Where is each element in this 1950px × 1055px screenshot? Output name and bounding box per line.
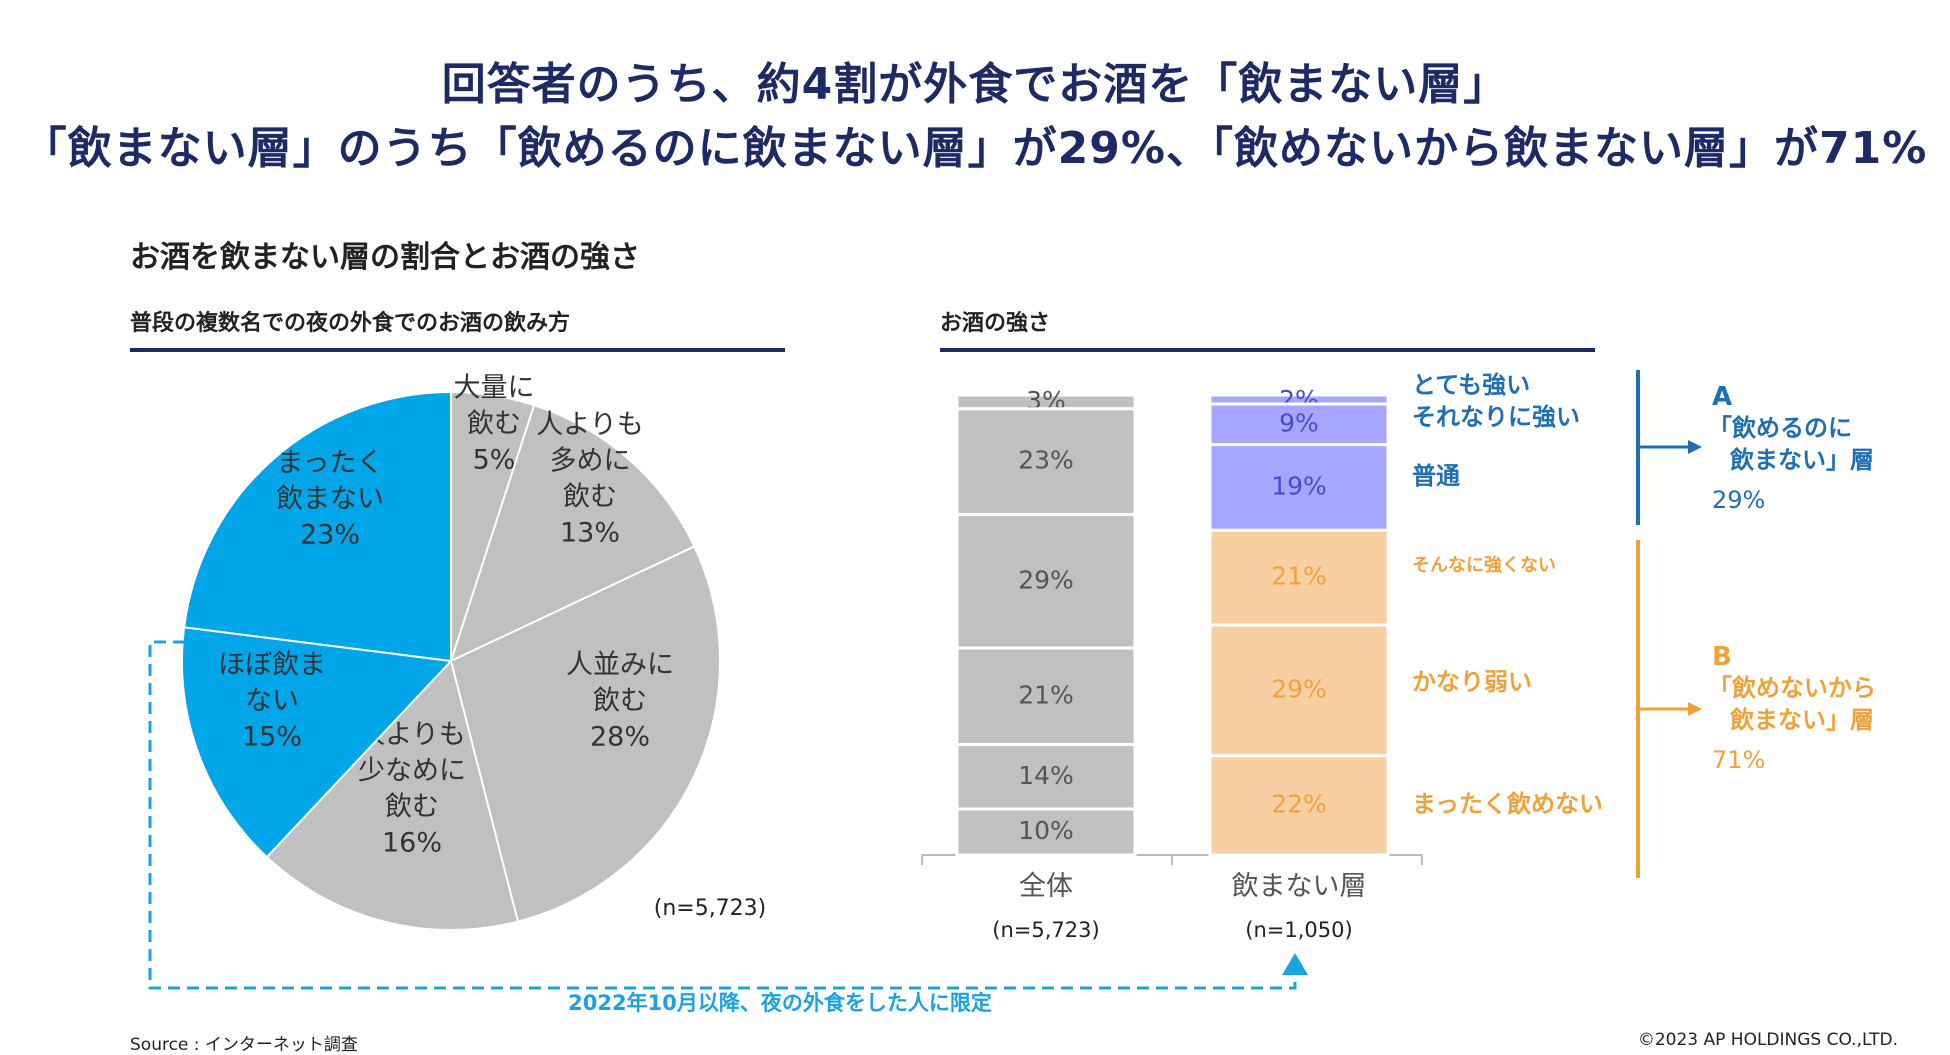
legend-label: 普通	[1412, 462, 1460, 490]
bar-value-label: 9%	[1279, 408, 1319, 437]
pie-slice-label: まったく	[277, 448, 384, 479]
legend-label: とても強い	[1412, 371, 1530, 399]
limited-note: 2022年10月以降、夜の外食をした人に限定	[568, 991, 992, 1015]
bar-value-label: 29%	[1018, 565, 1074, 594]
bar-n-label: (n=1,050)	[1245, 918, 1352, 942]
group-b-letter: B	[1712, 642, 1732, 672]
pie-n-label: (n=5,723)	[654, 896, 767, 921]
legend-label: まったく飲めない	[1412, 790, 1603, 818]
group-b-line2: 飲まない」層	[1729, 706, 1874, 734]
bar-value-label: 14%	[1018, 761, 1074, 790]
stacked-bar-chart: 3%23%29%21%14%10%全体(n=5,723)2%9%19%21%29…	[921, 371, 1603, 942]
group-a-arrow-icon	[1688, 440, 1702, 454]
pie-slice	[183, 390, 452, 663]
pie-subtitle: 普段の複数名での夜の外食でのお酒の飲み方	[130, 311, 571, 336]
bar-category-label: 飲まない層	[1232, 871, 1367, 902]
pie-slice-value-label: 16%	[382, 828, 442, 859]
bar-subtitle-rule	[940, 348, 1595, 352]
bar-segment	[955, 513, 1137, 650]
bar-value-label: 21%	[1271, 562, 1327, 591]
group-a-line2: 飲まない」層	[1729, 446, 1874, 474]
pie-slice-label: ない	[245, 686, 299, 717]
pie-subtitle-rule	[130, 348, 785, 352]
pie-slice-label: ほぼ飲ま	[218, 650, 326, 681]
bar-segment	[1208, 528, 1390, 627]
bar-value-label: 29%	[1271, 674, 1327, 703]
bar-segment	[955, 646, 1137, 747]
legend-label: そんなに強くない	[1412, 554, 1556, 576]
limited-connector-line	[148, 640, 1297, 990]
bar-category-label: 全体	[1019, 871, 1073, 902]
pie-slice-label: 人よりも	[536, 410, 643, 441]
pie-slice-value-label: 23%	[300, 520, 360, 551]
bar-subtitle: お酒の強さ	[940, 311, 1051, 336]
bar-segment	[1208, 754, 1390, 857]
group-b-arrow-icon	[1688, 702, 1702, 716]
pie-slice-label: 飲む	[563, 482, 617, 513]
pie-slice-label: 飲む	[467, 409, 521, 440]
pie-slice-label: 飲む	[593, 686, 647, 717]
bar-segment	[955, 807, 1137, 857]
bar-segment	[1208, 402, 1390, 447]
bar-value-label: 22%	[1271, 789, 1327, 818]
legend-label: かなり弱い	[1412, 668, 1532, 696]
pie-slice	[181, 626, 454, 859]
section-title: お酒を飲まない層の割合とお酒の強さ	[130, 240, 640, 275]
connector-arrow-icon	[1282, 953, 1308, 975]
group-b-pct: 71%	[1712, 746, 1765, 774]
pie-slice-label: 飲む	[385, 792, 439, 823]
group-a-letter: A	[1712, 382, 1732, 412]
pie-slice-value-label: 15%	[242, 722, 302, 753]
group-a-pct: 29%	[1712, 486, 1765, 514]
bar-segment	[1208, 443, 1390, 532]
pie-slice-label: 多めに	[550, 446, 631, 477]
bar-value-label: 23%	[1018, 446, 1074, 475]
bar-value-label: 10%	[1018, 816, 1074, 845]
headline-line-2: 「飲まない層」のうち「飲めるのに飲まない層」が29%、「飲めないから飲まない層」…	[22, 123, 1928, 174]
group-b-line1: 「飲めないから	[1708, 674, 1876, 702]
pie-slice	[265, 658, 520, 931]
bar-segment	[1208, 623, 1390, 758]
headline-line-1: 回答者のうち、約4割が外食でお酒を「飲まない層」	[441, 59, 1509, 110]
group-a-line1: 「飲めるのに	[1708, 414, 1852, 442]
bar-value-label: 21%	[1018, 680, 1074, 709]
pie-slice-value-label: 5%	[473, 445, 516, 476]
bar-n-label: (n=5,723)	[992, 918, 1099, 942]
source-note: Source : インターネット調査	[130, 1035, 358, 1055]
pie-slice	[449, 403, 696, 663]
pie-slice-label: 人並みに	[566, 650, 674, 681]
copyright: ©2023 AP HOLDINGS CO.,LTD.	[1637, 1030, 1898, 1050]
pie-chart: 大量に飲む5%人よりも多めに飲む13%人並みに飲む28%人よりも少なめに飲む16…	[181, 373, 721, 931]
pie-slice-value-label: 28%	[590, 722, 650, 753]
pie-slice-value-label: 13%	[560, 518, 620, 549]
pie-slice-label: 大量に	[454, 373, 535, 404]
bar-value-label: 19%	[1271, 471, 1327, 500]
pie-slice-label: 飲まない	[276, 484, 384, 515]
pie-slice	[449, 545, 721, 923]
pie-slice-label: 少なめに	[358, 756, 466, 787]
legend-label: それなりに強い	[1412, 403, 1580, 431]
